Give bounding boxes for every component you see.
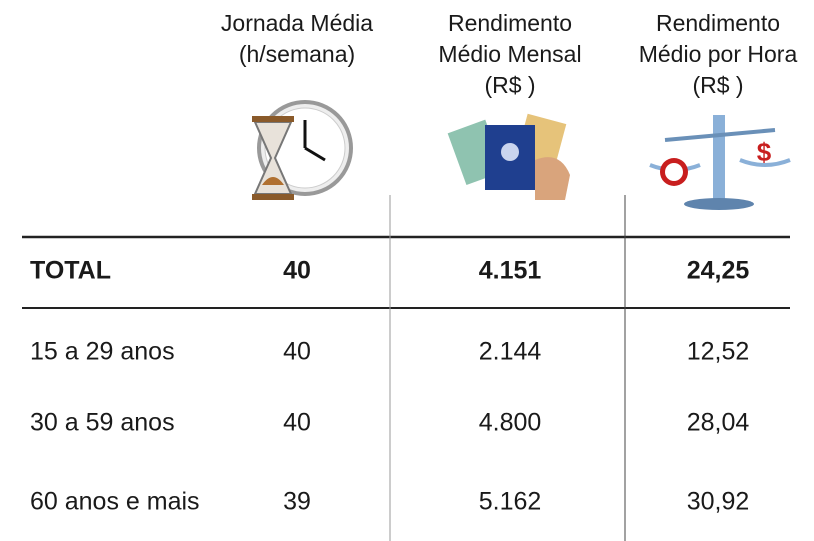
cell: 2.144 xyxy=(479,338,542,366)
column-header: Rendimento xyxy=(656,10,780,36)
money-icon xyxy=(447,113,570,200)
cell: 40 xyxy=(283,338,311,366)
column-header: Médio Mensal xyxy=(438,41,581,67)
cell: 30,92 xyxy=(687,488,750,516)
column-header: (h/semana) xyxy=(239,41,355,67)
column-header: (R$ ) xyxy=(484,72,535,98)
cell: 12,52 xyxy=(687,338,750,366)
column-header: Rendimento xyxy=(448,10,572,36)
cell: 40 xyxy=(283,257,311,285)
column-header: (R$ ) xyxy=(692,72,743,98)
row-label: 60 anos e mais xyxy=(30,488,200,516)
row-label: 15 a 29 anos xyxy=(30,338,175,366)
svg-text:$: $ xyxy=(757,137,772,167)
cell: 40 xyxy=(283,409,311,437)
cell: 4.151 xyxy=(479,257,542,285)
cell: 5.162 xyxy=(479,488,542,516)
column-header: Médio por Hora xyxy=(639,41,798,67)
row-label: TOTAL xyxy=(30,257,111,285)
row-label: 30 a 59 anos xyxy=(30,409,175,437)
cell: 4.800 xyxy=(479,409,542,437)
column-header: Jornada Média xyxy=(221,10,373,36)
cell: 28,04 xyxy=(687,409,750,437)
scale-icon: $ xyxy=(649,115,791,210)
clock-hourglass-icon xyxy=(252,100,353,200)
cell: 39 xyxy=(283,488,311,516)
cell: 24,25 xyxy=(687,257,750,285)
